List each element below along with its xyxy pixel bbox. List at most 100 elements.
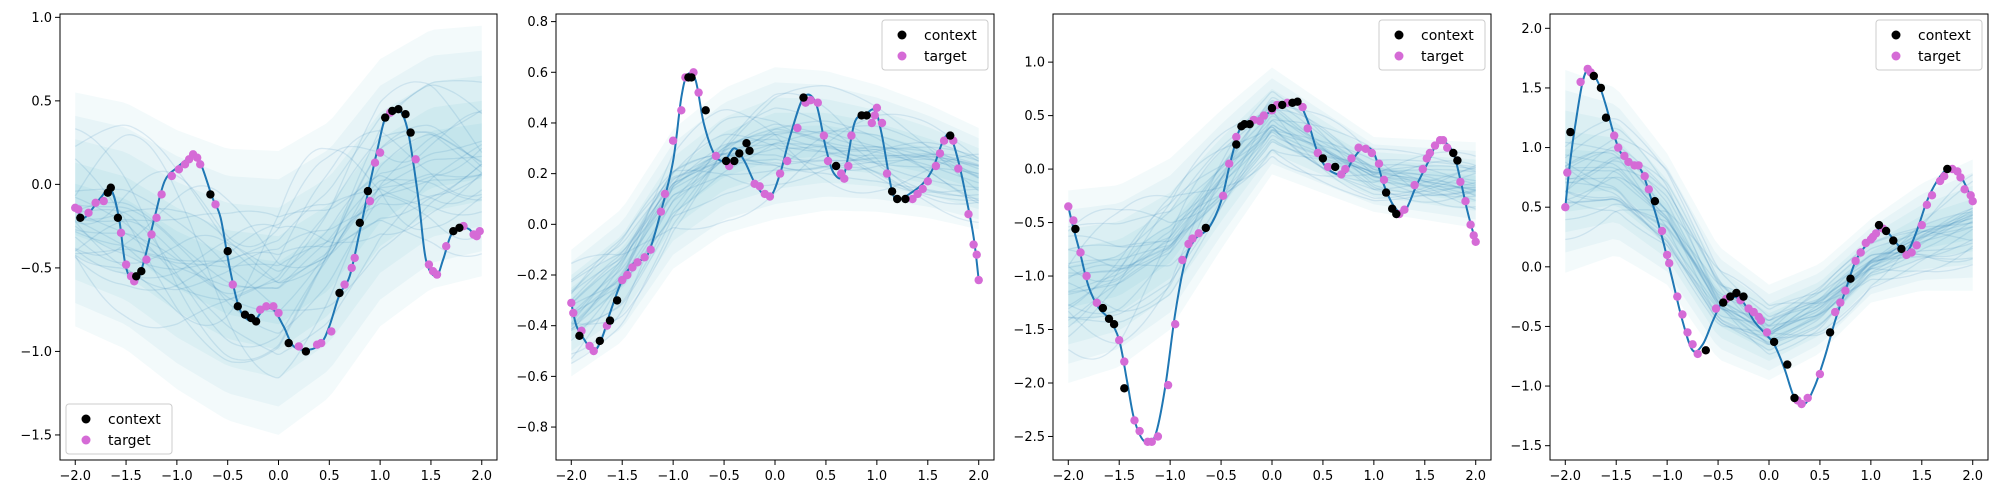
x-tick-label: −1.5 [1103,469,1135,484]
legend: context target [1875,19,1983,71]
y-tick-label: −1.5 [1013,323,1045,338]
uncertainty-band [1068,67,1476,383]
y-tick-label: −0.5 [1013,216,1045,231]
sample-curve [1068,126,1476,270]
target-point [1347,154,1356,163]
context-point [575,331,584,340]
sample-curve [1564,127,1973,355]
y-tick-label: 1.5 [1521,81,1542,96]
sample-curve [570,158,979,294]
y-tick-label: −1.5 [20,428,52,443]
context-point [251,317,261,326]
y-tick-label: 0.0 [527,218,548,233]
sample-curve [1067,126,1476,328]
target-point [1115,336,1124,345]
legend: context target [881,19,989,71]
uncertainty-band [1068,99,1476,326]
context-point [887,187,897,196]
context-point [862,111,871,120]
target-point [1456,177,1465,187]
legend-target-label: target [924,49,967,65]
target-point [1379,175,1389,184]
context-point [1453,156,1462,165]
sample-curve [1565,198,1973,343]
target-point [340,280,349,289]
target-point [1960,185,1969,194]
sample-curve [571,115,979,355]
context-point [735,149,744,158]
target-point [196,160,205,169]
y-tick-label: −0.8 [516,421,548,436]
sample-curve [571,92,979,325]
sample-curve [74,173,482,268]
sample-curve [570,120,979,319]
y-tick-label: −1.0 [20,345,52,360]
target-point [1815,369,1825,379]
y-tick-label: −0.6 [516,370,548,385]
context-point [1293,97,1302,106]
x-tick-label: 2.0 [968,469,989,484]
sample-curve [1565,198,1973,346]
target-point [1194,229,1203,238]
legend-box [1875,19,1983,71]
target-point [1438,136,1448,145]
x-tick-label: 0.0 [268,469,289,484]
target-point [1303,124,1312,133]
sample-curve [1068,131,1476,315]
context-point [363,186,373,196]
target-point [1762,328,1772,337]
target-point [755,182,764,191]
context-point [893,194,902,204]
target-point [1711,304,1721,313]
target-point [1614,143,1623,152]
sample-curve [1068,141,1476,251]
target-point [1907,248,1916,257]
x-tick-label: −0.5 [1702,469,1734,484]
target-point [1120,357,1129,366]
target-point [193,153,202,162]
sample-curve [74,178,482,290]
uncertainty-band [571,112,979,339]
legend-context-label: context [1421,28,1474,44]
target-point [1797,399,1806,409]
x-tick-label: −1.0 [1651,469,1683,484]
sample-curve [1068,124,1476,293]
target-point [1940,172,1949,181]
x-tick-label: −2.0 [1549,469,1581,484]
target-point [262,302,271,311]
x-tick-label: −1.0 [161,469,193,484]
x-tick-label: 1.5 [421,469,442,484]
target-point [974,275,983,285]
target-point [882,169,892,178]
sample-curve [1067,101,1476,360]
x-tick-label: 1.5 [917,469,938,484]
target-point [1620,151,1629,161]
target-point [1610,131,1619,140]
target-point [294,342,303,351]
sample-curve [1068,149,1476,274]
y-tick-label: 0.5 [1024,109,1045,124]
target-point [1425,148,1435,158]
sample-curve [74,143,483,356]
target-point [1443,143,1452,152]
target-point [327,327,336,336]
x-tick-label: 2.0 [1962,469,1983,484]
context-point [1889,236,1898,245]
target-point [174,165,184,174]
target-point [840,174,849,183]
target-point [1171,320,1180,329]
y-tick-label: 0.4 [527,116,548,131]
target-point [694,88,703,97]
sample-curve [1067,149,1476,283]
y-tick-label: −1.5 [1510,439,1542,454]
sample-curve [74,172,483,279]
target-point [1624,157,1633,167]
target-point [1563,168,1572,177]
subplot-4: −2.0 −1.5 −1.0 −0.5 0.0 0.5 1.0 1.5 2.0 −1.5 −1.0 −… [1510,13,1989,484]
sample-curve [571,123,979,330]
sample-curve [75,147,483,348]
target-point [775,169,785,178]
target-point [1259,111,1269,120]
context-point [687,73,696,82]
target-point [74,205,83,214]
